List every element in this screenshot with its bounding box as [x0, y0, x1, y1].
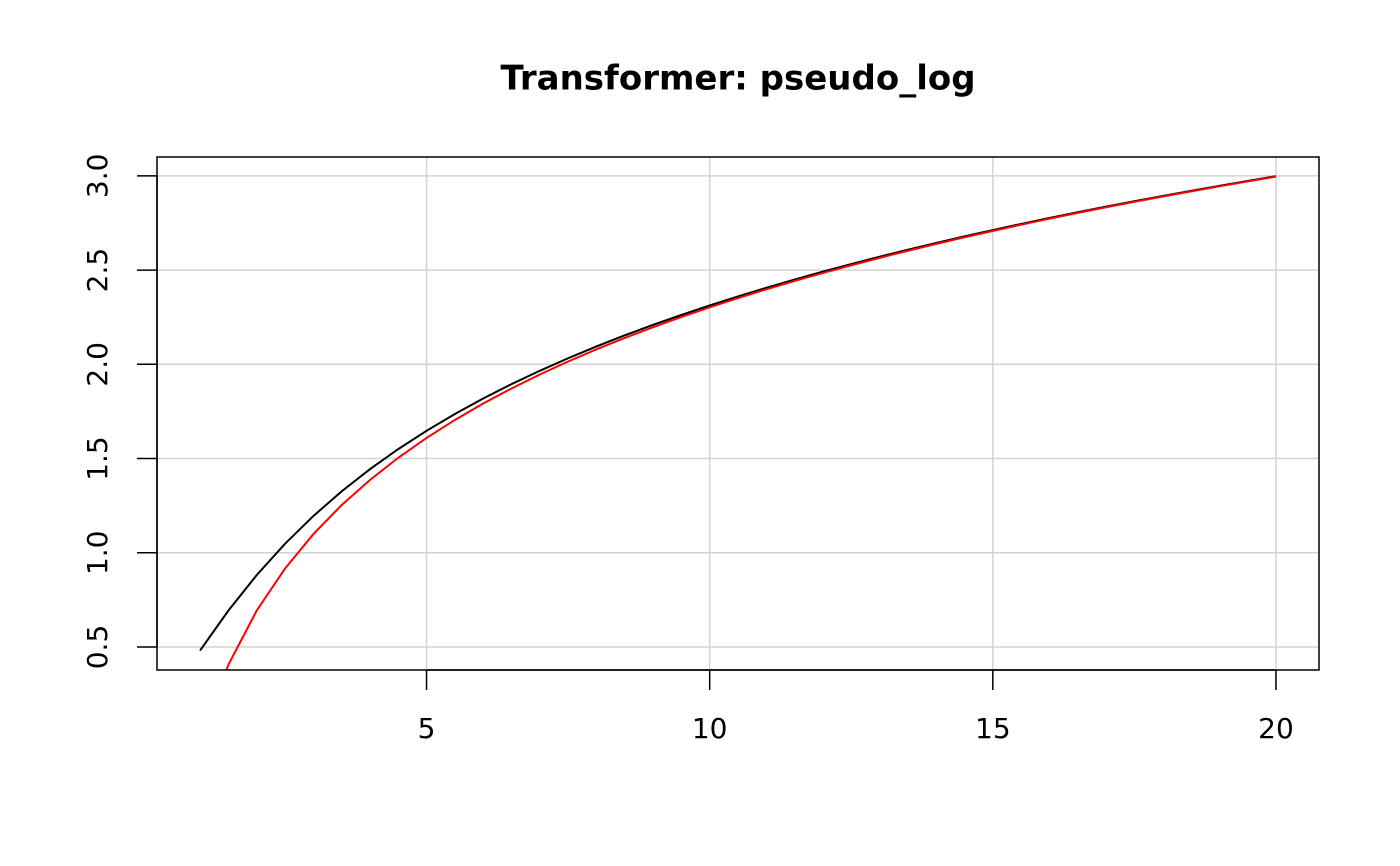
x-tick-label: 10: [692, 712, 728, 745]
y-tick-label: 0.5: [81, 625, 114, 670]
line-series: [199, 175, 1277, 652]
axes: 5 10 15 20 0.5 1.0 1.5 2.0 2.5 3.0: [81, 154, 1294, 745]
y-tick-label: 3.0: [81, 154, 114, 199]
y-tick-label: 1.0: [81, 531, 114, 576]
plot-area: [199, 175, 1277, 670]
x-tick-label: 15: [975, 712, 1011, 745]
y-tick-label: 2.0: [81, 342, 114, 387]
line-series: [225, 175, 1277, 670]
chart-title: Transformer: pseudo_log: [500, 59, 975, 99]
plot-frame: [156, 156, 1320, 671]
grid: [157, 157, 1319, 670]
y-tick-label: 1.5: [81, 436, 114, 481]
x-tick-label: 5: [418, 712, 436, 745]
x-tick-label: 20: [1258, 712, 1294, 745]
y-tick-label: 2.5: [81, 248, 114, 293]
